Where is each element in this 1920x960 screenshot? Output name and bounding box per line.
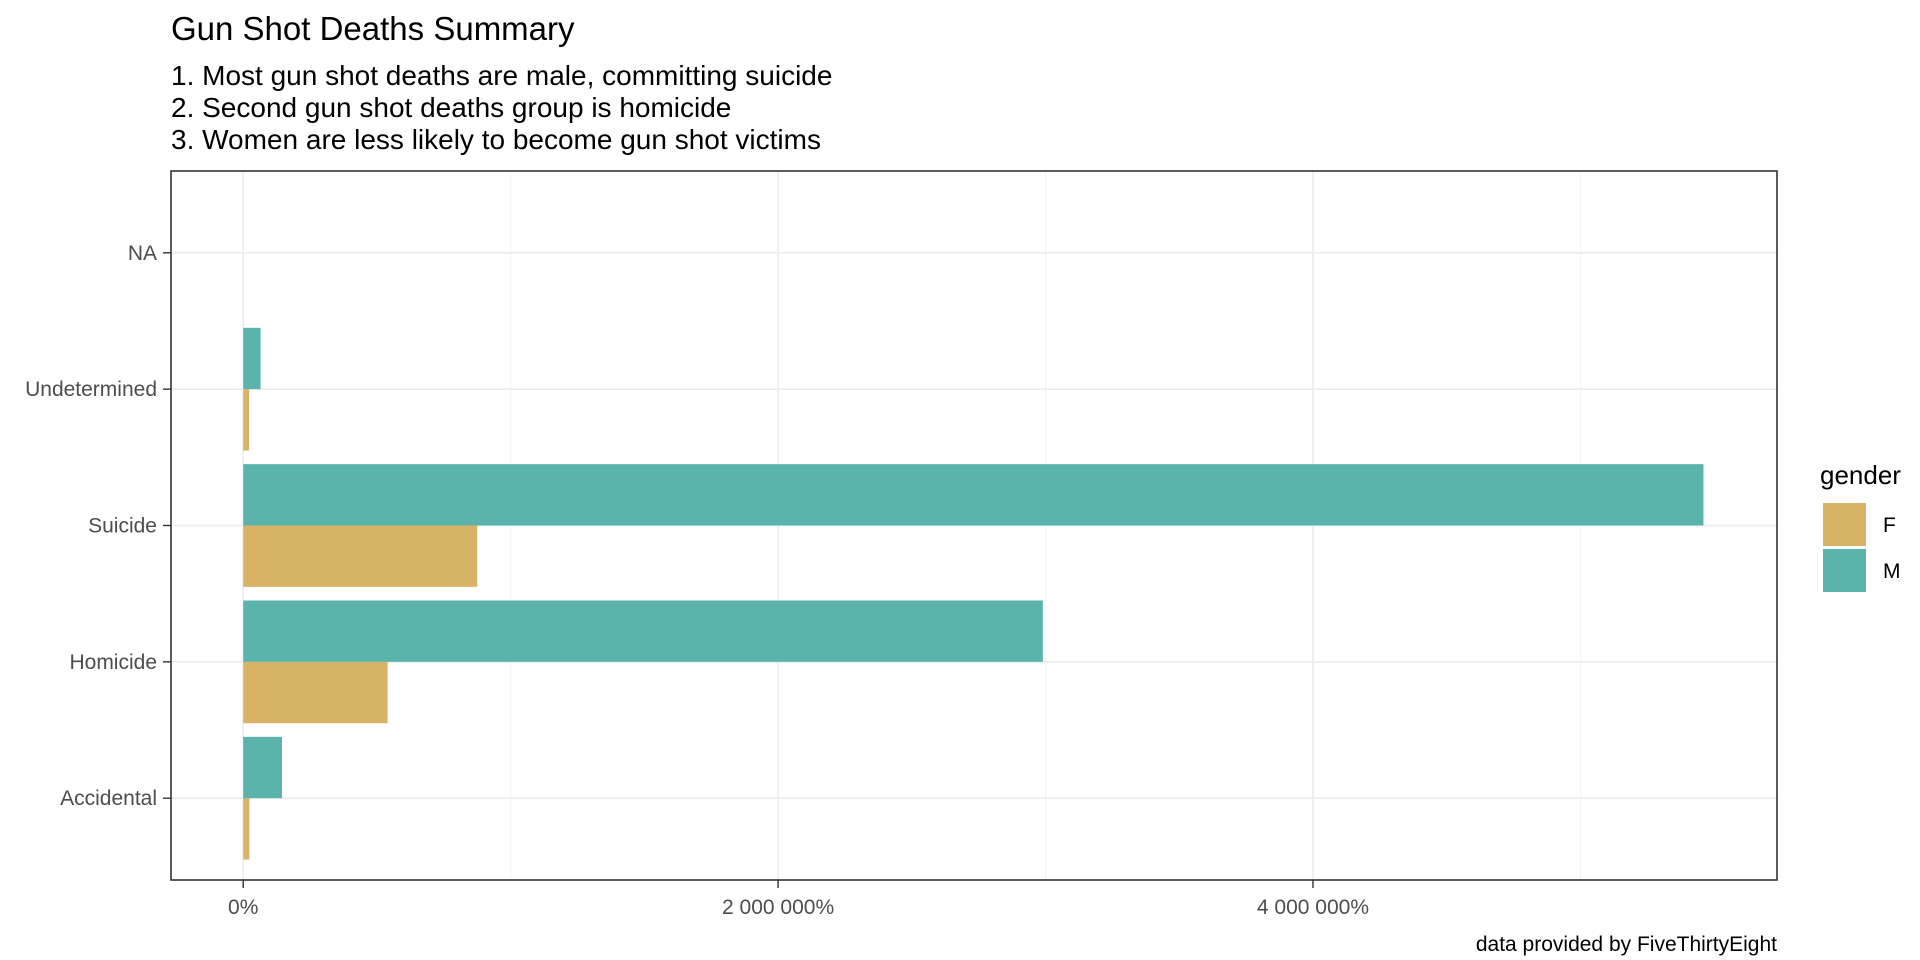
bars [243, 327, 1704, 860]
y-tick-label: Undetermined [25, 378, 157, 401]
y-tick-label: Suicide [88, 515, 157, 538]
x-tick-label: 0% [228, 896, 258, 919]
bar-homicide-f [243, 661, 388, 724]
legend-title: gender [1820, 460, 1901, 490]
legend: gender FM [1820, 460, 1901, 592]
legend-label-f: F [1883, 514, 1896, 537]
bar-suicide-m [243, 464, 1704, 526]
legend-key-f [1823, 503, 1866, 546]
x-tick-label: 4 000 000% [1257, 896, 1369, 919]
y-tick-label: Homicide [69, 651, 157, 674]
bar-undetermined-m [243, 327, 261, 390]
chart-caption: data provided by FiveThirtyEight [1476, 933, 1777, 956]
legend-key-m [1823, 549, 1866, 592]
legend-label-m: M [1883, 560, 1901, 583]
y-axis: Accidental Homicide Suicide Undetermined NA [25, 242, 171, 810]
y-tick-label: NA [128, 242, 157, 265]
x-axis: 0% 2 000 000% 4 000 000% [228, 880, 1369, 919]
chart-subtitle-line-2: 2. Second gun shot deaths group is homic… [171, 92, 731, 123]
y-tick-label: Accidental [60, 787, 157, 810]
bar-suicide-f [243, 525, 478, 587]
bar-accidental-m [243, 736, 282, 799]
chart-subtitle-line-3: 3. Women are less likely to become gun s… [171, 124, 821, 155]
chart-subtitle-line-1: 1. Most gun shot deaths are male, commit… [171, 60, 832, 91]
bar-accidental-f [243, 798, 250, 860]
chart-title: Gun Shot Deaths Summary [171, 10, 575, 47]
x-tick-label: 2 000 000% [722, 896, 834, 919]
bar-undetermined-f [243, 389, 250, 451]
bar-homicide-m [243, 600, 1043, 662]
